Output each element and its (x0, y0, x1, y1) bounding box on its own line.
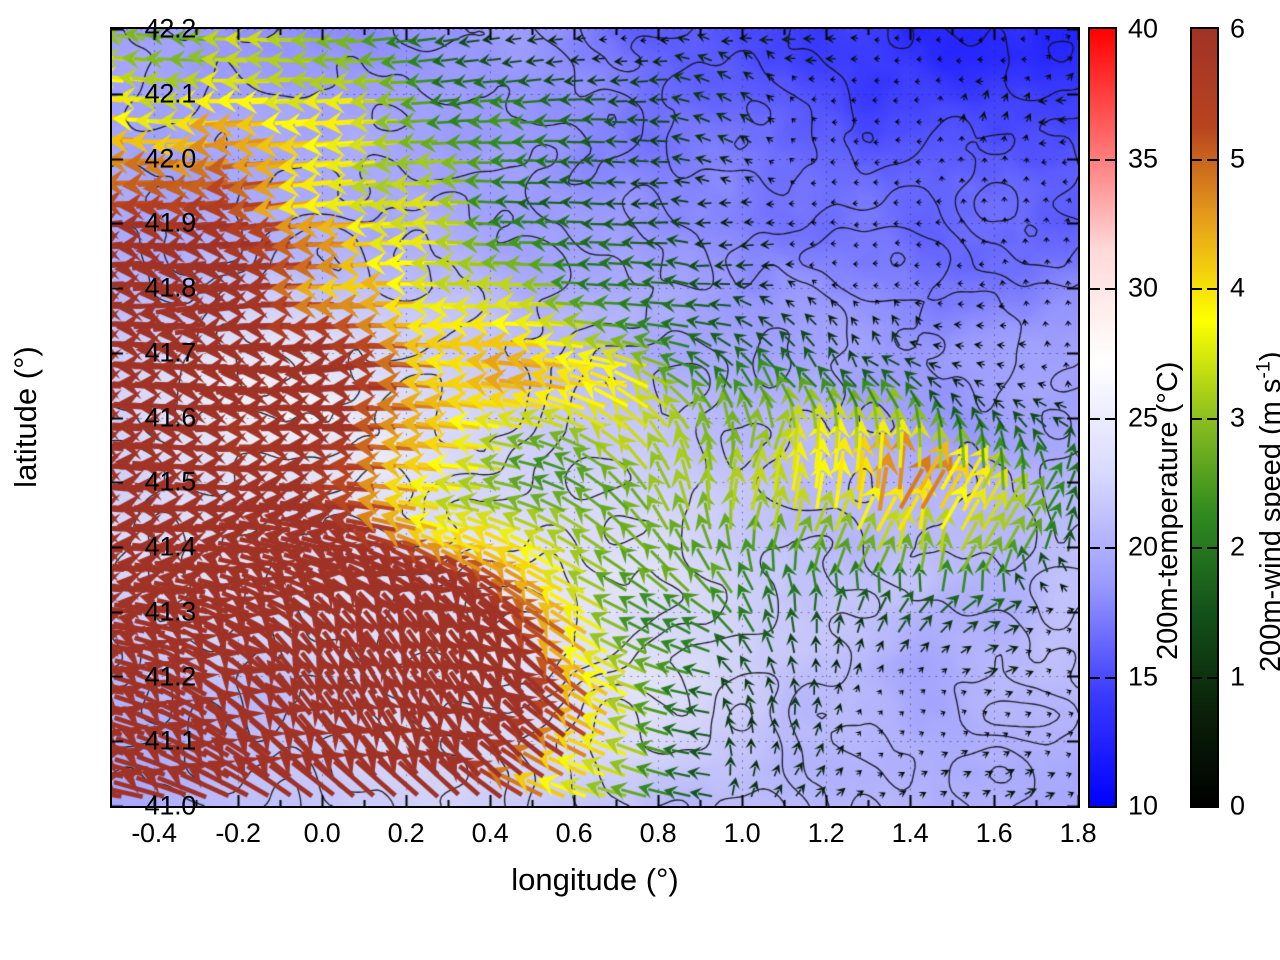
wind-speed-colorbar: 0 1 2 3 4 5 6 (1190, 14, 1245, 821)
colorbar-label-35: 35 (1128, 143, 1159, 173)
colorbar-tick (1207, 417, 1218, 420)
colorbar-label-5: 5 (1230, 143, 1246, 173)
colorbar-label-6: 6 (1230, 13, 1246, 44)
colorbar-label-0: 0 (1230, 790, 1246, 821)
colorbar-tick (1191, 547, 1202, 549)
x-axis-tick-0.6: 0.6 (555, 818, 593, 848)
x-axis-tick-0.0: 0.0 (303, 818, 341, 848)
x-axis-tick-1.2: 1.2 (807, 818, 845, 848)
colorbar-tick (1191, 158, 1202, 161)
colorbar-tick (1105, 676, 1116, 679)
y-axis-tick-42.1: 42.1 (144, 78, 197, 109)
x-axis-tick--0.2: -0.2 (215, 818, 261, 848)
colorbar-label-25: 25 (1128, 402, 1159, 432)
colorbar-tick (1207, 547, 1218, 549)
wind-vectors-and-contours-canvas (112, 29, 1078, 806)
temperature-colorbar-title: 200m-temperature (°C) (1152, 361, 1184, 660)
colorbar-label-3: 3 (1230, 402, 1246, 432)
y-axis-tick-41.6: 41.6 (144, 402, 197, 432)
x-axis-tick-1.4: 1.4 (891, 818, 929, 848)
colorbar-tick (1089, 547, 1100, 549)
colorbar-label-30: 30 (1128, 272, 1159, 303)
colorbar-tick (1207, 158, 1218, 161)
colorbar-label-10: 10 (1128, 790, 1159, 821)
x-axis-tick-0.2: 0.2 (387, 818, 425, 848)
colorbar-tick (1191, 288, 1202, 290)
colorbar-tick (1191, 417, 1202, 420)
temperature-colorbar: 10 15 20 25 30 35 40 (1088, 14, 1158, 821)
y-axis-tick-41.5: 41.5 (144, 466, 197, 497)
y-axis-tick-41.3: 41.3 (144, 596, 197, 627)
x-axis-tick-1.0: 1.0 (723, 818, 761, 848)
x-axis-tick-0.4: 0.4 (471, 818, 509, 848)
y-axis-tick-41.8: 41.8 (144, 272, 197, 303)
colorbar-tick (1105, 288, 1116, 290)
colorbar-tick (1191, 676, 1202, 679)
colorbar-label-40: 40 (1128, 13, 1159, 44)
colorbar-tick (1105, 417, 1116, 420)
wind-colorbar-title-text: 200m-wind speed (m s-1) (1252, 351, 1280, 672)
y-axis-tick-41.1: 41.1 (144, 725, 197, 756)
x-axis-tick-1.6: 1.6 (975, 818, 1013, 848)
colorbar-tick (1089, 417, 1100, 420)
colorbar-tick (1089, 676, 1100, 679)
colorbar-label-20: 20 (1128, 531, 1159, 562)
y-axis-title: latitude (°) (8, 346, 43, 488)
y-axis-tick-41.0: 41.0 (144, 790, 197, 821)
colorbar-label-2: 2 (1230, 531, 1246, 562)
colorbar-label-1: 1 (1230, 661, 1246, 691)
y-axis-tick-42.0: 42.0 (144, 143, 197, 173)
colorbar-tick (1089, 158, 1100, 161)
x-axis-tick-0.8: 0.8 (639, 818, 677, 848)
colorbar-label-15: 15 (1128, 661, 1159, 691)
colorbar-tick (1089, 288, 1100, 290)
y-axis-tick-41.9: 41.9 (144, 207, 197, 238)
y-axis-tick-42.2: 42.2 (144, 13, 197, 44)
x-axis-title: longitude (°) (511, 862, 679, 897)
colorbar-label-4: 4 (1230, 272, 1246, 303)
plot-area (110, 27, 1080, 808)
colorbar-tick (1105, 158, 1116, 161)
x-axis-tick--0.4: -0.4 (131, 818, 177, 848)
colorbar-tick (1105, 547, 1116, 549)
y-axis-tick-41.2: 41.2 (144, 661, 197, 691)
colorbar-tick (1207, 676, 1218, 679)
y-axis-tick-41.7: 41.7 (144, 337, 197, 368)
x-axis-tick-1.8: 1.8 (1059, 818, 1097, 848)
wind-speed-colorbar-title: 200m-wind speed (m s-1) (1252, 351, 1280, 672)
y-axis-tick-41.4: 41.4 (144, 531, 197, 562)
colorbar-tick (1207, 288, 1218, 290)
